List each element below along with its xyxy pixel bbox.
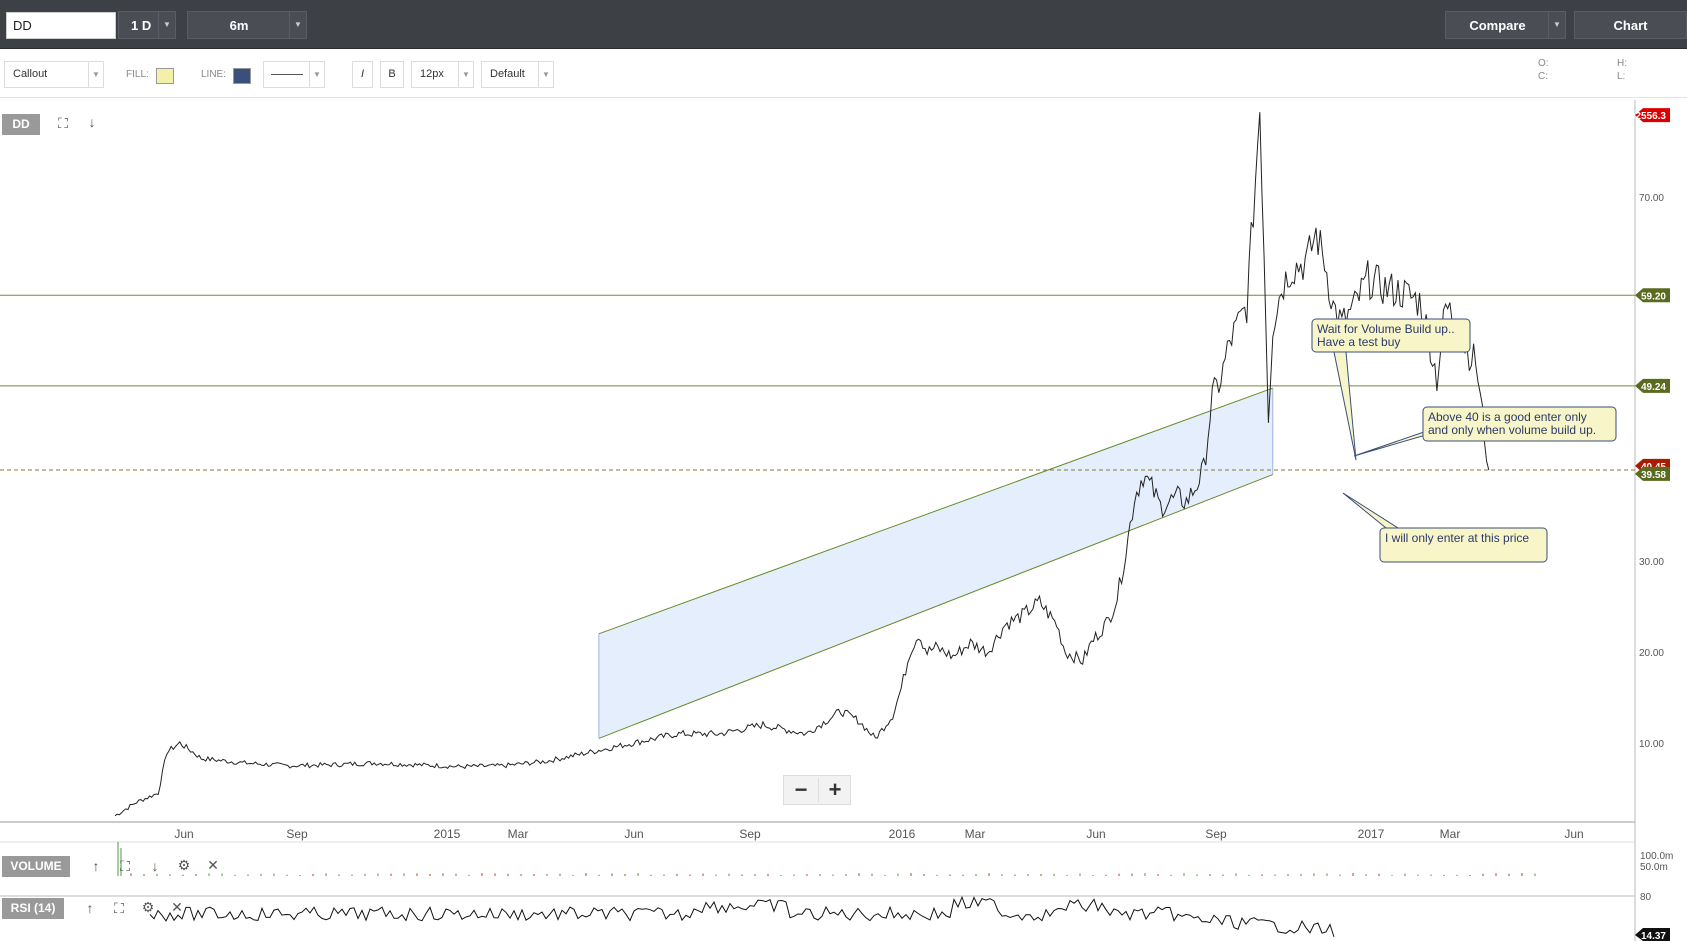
fullscreen-icon[interactable]: ⛶ [58, 115, 68, 131]
bold-button[interactable]: B [380, 61, 404, 88]
price-series-line [114, 112, 1490, 817]
close-icon[interactable]: ✕ [171, 899, 183, 915]
fill-color-swatch[interactable] [156, 68, 174, 84]
chevron-down-icon: ▼ [88, 62, 103, 87]
line-style-preview [271, 74, 303, 75]
y-tick-label: 30.00 [1639, 557, 1664, 568]
zoom-out-button[interactable]: − [794, 777, 808, 802]
main-pane-symbol-badge[interactable]: DD [2, 114, 40, 135]
volume-axis-label: 50.0m [1640, 862, 1668, 873]
callout-box [1422, 406, 1617, 442]
price-tag-label: 39.58 [1641, 470, 1666, 481]
shape-select[interactable]: Callout ▼ [4, 61, 104, 88]
font-size-select[interactable]: 12px ▼ [411, 61, 474, 88]
y-tick-label: 70.00 [1639, 193, 1664, 204]
x-tick-label: Mar [1440, 827, 1461, 841]
channel-fill [598, 388, 1273, 739]
callout-box [1311, 318, 1471, 353]
chevron-down-icon: ▼ [538, 62, 553, 87]
chevron-down-icon: ▼ [158, 12, 175, 38]
gear-icon[interactable]: ⚙ [177, 857, 191, 873]
price-tag-label: 59.20 [1641, 291, 1666, 302]
price-tag-label: 49.24 [1641, 382, 1666, 393]
chart-label: Chart [1613, 18, 1648, 33]
shape-select-label: Callout [13, 68, 48, 80]
interval-select[interactable]: 1 D ▼ [118, 11, 176, 39]
range-label: 6m [229, 18, 249, 33]
price-tag [1635, 108, 1670, 123]
x-tick-label: 2016 [889, 827, 916, 841]
chevron-down-icon: ▼ [309, 62, 324, 87]
drawing-toolbar: Callout ▼ FILL: LINE: ▼ I B 12px ▼ Defau… [0, 49, 1687, 98]
x-tick-label: Jun [624, 827, 643, 841]
ohlc-open: O: [1538, 58, 1549, 69]
compare-label: Compare [1469, 18, 1526, 33]
ohlc-low: L: [1617, 71, 1626, 82]
zoom-controls: − + [783, 775, 851, 805]
callout-pointer [1342, 492, 1400, 529]
font-size-label: 12px [420, 68, 444, 80]
arrow-down-icon[interactable]: ↓ [88, 114, 96, 130]
volume-pane-badge[interactable]: VOLUME [2, 856, 70, 877]
callout-text: Above 40 is a good enter only [1428, 410, 1587, 424]
chevron-down-icon: ▼ [289, 12, 306, 38]
price-tag [1635, 378, 1670, 393]
channel-upper-line [598, 387, 1273, 635]
price-tag [1635, 288, 1670, 303]
x-tick-label: Sep [286, 827, 308, 841]
x-tick-label: Jun [174, 827, 193, 841]
zoom-in-button[interactable]: + [818, 778, 851, 802]
rsi-tag [1635, 928, 1670, 941]
y-tick-label: 20.00 [1639, 648, 1664, 659]
line-color-swatch[interactable] [233, 68, 251, 84]
line-label: LINE: [201, 69, 227, 80]
x-tick-label: Sep [1205, 827, 1227, 841]
font-face-label: Default [490, 68, 525, 80]
rsi-tag-label: 14.37 [1641, 931, 1666, 941]
range-select[interactable]: 6m ▼ [187, 11, 307, 39]
x-tick-label: Mar [965, 827, 986, 841]
arrow-up-icon[interactable]: ↑ [86, 900, 94, 916]
ohlc-high: H: [1617, 58, 1627, 69]
volume-axis-label: 100.0m [1640, 851, 1673, 862]
x-tick-label: 2017 [1358, 827, 1385, 841]
font-face-select[interactable]: Default ▼ [481, 61, 554, 88]
x-tick-label: 2015 [434, 827, 461, 841]
price-tag-label: 892556.3 [1624, 111, 1666, 122]
callout-box [1379, 527, 1548, 563]
rsi-axis-label: 80 [1640, 892, 1652, 903]
callout-text: I will only enter at this price [1385, 531, 1529, 545]
rsi-pane-badge[interactable]: RSI (14) [2, 898, 64, 919]
channel-lower-line [598, 474, 1273, 739]
arrow-up-icon[interactable]: ↑ [92, 858, 100, 874]
italic-button[interactable]: I [352, 61, 373, 88]
ohlc-close: C: [1538, 71, 1548, 82]
arrow-down-icon[interactable]: ↓ [151, 858, 159, 874]
callout-pointer [1333, 351, 1357, 461]
callout-text: and only when volume build up. [1428, 423, 1596, 437]
line-style-select[interactable]: ▼ [263, 61, 325, 88]
chevron-down-icon: ▼ [1548, 12, 1565, 38]
fill-label: FILL: [126, 69, 149, 80]
fullscreen-icon[interactable]: ⛶ [120, 858, 130, 874]
price-tag [1635, 466, 1670, 481]
interval-label: 1 D [131, 18, 152, 33]
x-tick-label: Jun [1086, 827, 1105, 841]
symbol-input[interactable]: DD [6, 12, 116, 39]
close-icon[interactable]: ✕ [207, 857, 219, 873]
x-tick-label: Mar [508, 827, 529, 841]
top-bar: DD 1 D ▼ 6m ▼ Compare ▼ Chart [0, 0, 1687, 49]
fullscreen-icon[interactable]: ⛶ [114, 900, 124, 916]
rsi-line [149, 895, 1335, 938]
compare-button[interactable]: Compare ▼ [1445, 11, 1566, 39]
chevron-down-icon: ▼ [458, 62, 473, 87]
y-tick-label: 10.00 [1639, 739, 1664, 750]
callout-text: Have a test buy [1317, 335, 1400, 349]
x-tick-label: Sep [739, 827, 761, 841]
x-tick-label: Jun [1564, 827, 1583, 841]
chart-button[interactable]: Chart [1574, 11, 1687, 39]
gear-icon[interactable]: ⚙ [141, 899, 155, 915]
callout-text: Wait for Volume Build up.. [1317, 322, 1455, 336]
